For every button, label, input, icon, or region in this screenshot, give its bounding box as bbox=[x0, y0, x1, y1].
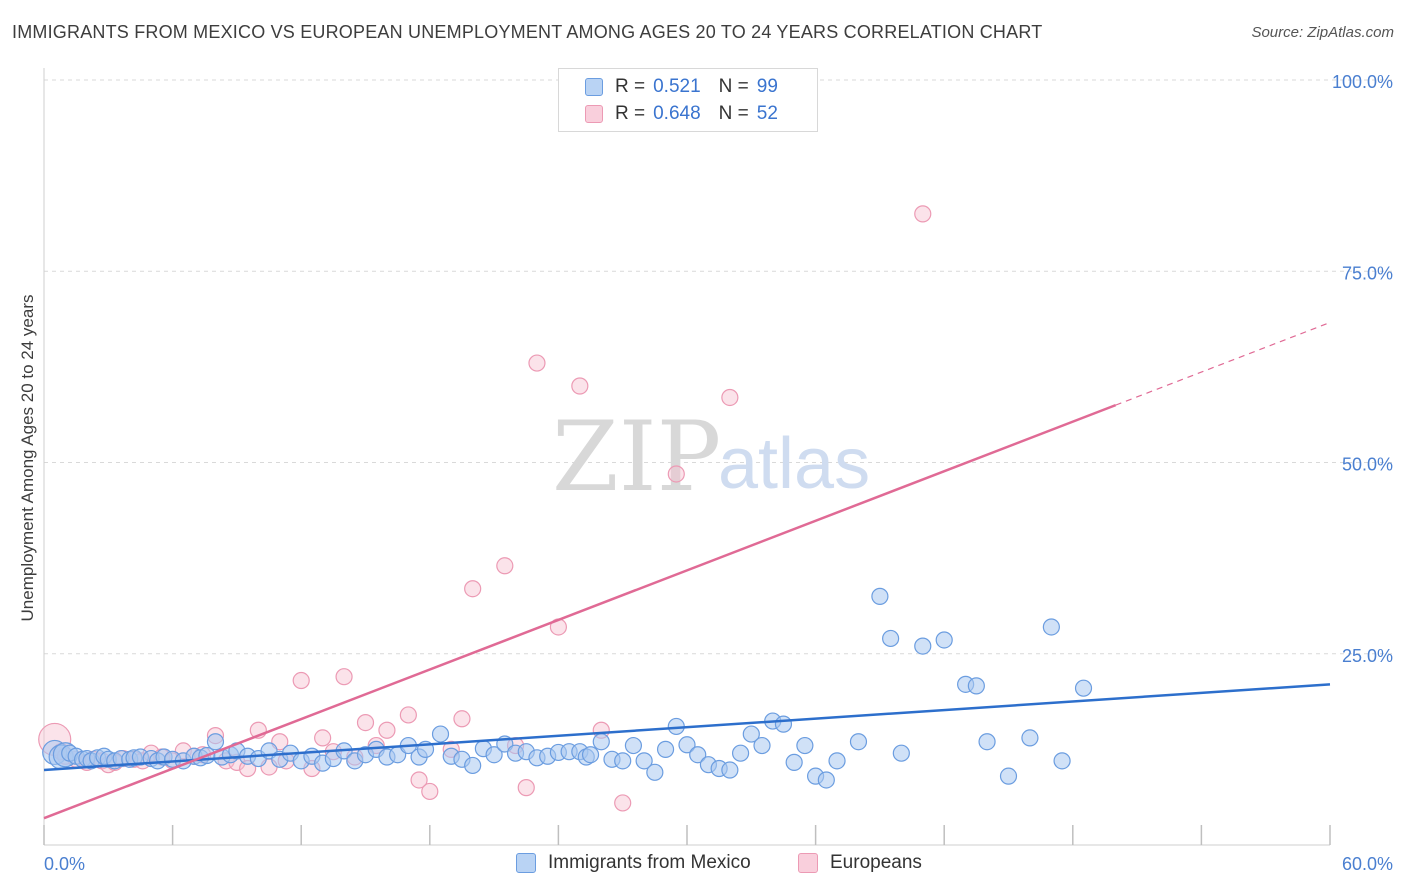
legend-n-label: N = bbox=[718, 76, 749, 97]
trend-lines bbox=[43, 321, 1331, 820]
mexico-point bbox=[1021, 729, 1039, 747]
legend-row-mexico: R = 0.521 N = 99 bbox=[585, 74, 778, 100]
mexico-point bbox=[1042, 618, 1060, 636]
bottom-swatch-mexico bbox=[516, 853, 536, 873]
europeans-point bbox=[496, 557, 514, 575]
mexico-point bbox=[731, 744, 750, 762]
bottom-swatch-europeans bbox=[798, 853, 818, 873]
europeans-point bbox=[464, 580, 482, 598]
mexico-point bbox=[592, 733, 610, 751]
mexico-point bbox=[1074, 679, 1093, 697]
mexico-point bbox=[721, 761, 739, 779]
legend-swatch-europeans bbox=[585, 105, 603, 123]
europeans-point bbox=[571, 377, 589, 395]
europeans-point bbox=[721, 388, 739, 407]
mexico-point bbox=[206, 733, 225, 751]
mexico-point bbox=[871, 587, 889, 605]
europeans-point bbox=[914, 205, 932, 223]
axes bbox=[43, 68, 1331, 846]
mexico-point bbox=[431, 725, 450, 743]
mexico-point bbox=[464, 756, 482, 775]
europeans-trend-line bbox=[43, 403, 1117, 820]
mexico-point bbox=[967, 677, 985, 695]
x-tick-label: 0.0% bbox=[44, 854, 85, 874]
legend-n-value: 52 bbox=[756, 103, 778, 124]
europeans-trend-extension bbox=[1115, 321, 1331, 406]
europeans-point bbox=[528, 354, 546, 372]
watermark: ZIP atlas bbox=[552, 401, 870, 513]
europeans-point bbox=[410, 771, 428, 789]
bottom-legend-europeans: Europeans bbox=[798, 852, 922, 874]
europeans-point bbox=[453, 710, 471, 728]
legend-row-europeans: R = 0.648 N = 52 bbox=[585, 101, 778, 127]
tick-labels: 25.0% 50.0% 75.0% 100.0% 0.0% 60.0% bbox=[44, 72, 1393, 874]
legend-r-value: 0.648 bbox=[653, 103, 701, 124]
mexico-point bbox=[785, 753, 803, 771]
mexico-point bbox=[635, 752, 653, 770]
mexico-point bbox=[892, 744, 910, 762]
mexico-point bbox=[485, 746, 503, 764]
europeans-point bbox=[378, 721, 396, 739]
mexico-point bbox=[581, 746, 600, 764]
y-tick-label: 50.0% bbox=[1342, 455, 1393, 475]
bottom-legend-mexico-label: Immigrants from Mexico bbox=[548, 852, 751, 873]
legend-r-value: 0.521 bbox=[653, 76, 701, 97]
x-tick-label: 60.0% bbox=[1342, 854, 1393, 874]
mexico-point bbox=[978, 733, 996, 751]
y-tick-label: 25.0% bbox=[1342, 646, 1393, 666]
europeans-point bbox=[292, 671, 310, 690]
grid-lines bbox=[44, 79, 1392, 655]
legend-r-label: R = bbox=[615, 76, 646, 97]
mexico-point bbox=[914, 637, 932, 655]
mexico-point bbox=[656, 740, 675, 758]
mexico-point bbox=[935, 631, 953, 649]
mexico-point bbox=[817, 771, 835, 789]
legend-n-label: N = bbox=[718, 103, 749, 124]
mexico-point bbox=[882, 629, 900, 648]
chart-title: IMMIGRANTS FROM MEXICO VS EUROPEAN UNEMP… bbox=[12, 22, 1043, 42]
europeans-point bbox=[614, 794, 632, 812]
mexico-point bbox=[774, 715, 793, 733]
mexico-point bbox=[796, 736, 814, 755]
y-tick-label: 75.0% bbox=[1342, 263, 1393, 283]
europeans-point bbox=[356, 713, 375, 732]
legend-swatch-mexico bbox=[585, 78, 603, 96]
europeans-point bbox=[335, 668, 353, 686]
mexico-point bbox=[849, 733, 868, 751]
bottom-legend-mexico: Immigrants from Mexico bbox=[516, 852, 751, 874]
legend-r-label: R = bbox=[615, 103, 646, 124]
mexico-trend-line bbox=[43, 683, 1331, 772]
mexico-point bbox=[1053, 752, 1071, 770]
bottom-legend-europeans-label: Europeans bbox=[830, 852, 922, 873]
watermark-atlas: atlas bbox=[718, 424, 870, 504]
legend-n-value: 99 bbox=[756, 76, 778, 97]
europeans-point bbox=[421, 782, 439, 801]
europeans-point bbox=[314, 729, 332, 747]
mexico-point bbox=[828, 752, 846, 770]
mexico-point bbox=[753, 736, 771, 755]
legend: R = 0.521 N = 99 R = 0.648 N = 52 bbox=[558, 68, 818, 132]
watermark-zip: ZIP bbox=[552, 401, 721, 513]
mexico-point bbox=[614, 752, 632, 770]
europeans-point bbox=[667, 465, 685, 483]
mexico-point bbox=[646, 763, 664, 781]
europeans-point bbox=[399, 706, 417, 724]
mexico-point bbox=[678, 736, 696, 754]
mexico-point bbox=[999, 767, 1018, 785]
y-tick-label: 100.0% bbox=[1332, 72, 1393, 92]
europeans-point bbox=[517, 779, 535, 797]
mexico-point bbox=[689, 746, 707, 764]
mexico-point bbox=[624, 736, 643, 755]
mexico-point bbox=[742, 725, 760, 743]
source-credit: Source: ZipAtlas.com bbox=[1251, 24, 1394, 41]
